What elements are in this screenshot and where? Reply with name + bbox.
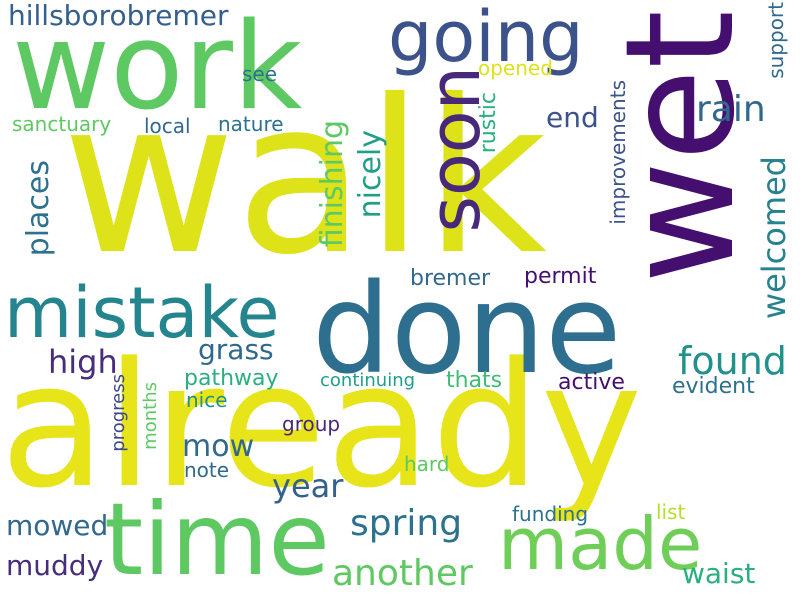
word-rustic: rustic bbox=[476, 92, 501, 154]
word-continuing: continuing bbox=[320, 370, 416, 391]
word-group: group bbox=[282, 412, 341, 436]
word-opened: opened bbox=[478, 56, 553, 80]
word-active: active bbox=[558, 370, 625, 395]
word-improvements: improvements bbox=[606, 80, 630, 225]
word-nice: nice bbox=[186, 388, 228, 412]
word-hillsborobremer: hillsborobremer bbox=[8, 0, 229, 32]
word-made: made bbox=[498, 502, 703, 586]
word-funding: funding bbox=[512, 502, 589, 526]
word-waist: waist bbox=[682, 557, 756, 590]
word-rain: rain bbox=[696, 89, 766, 130]
word-months: months bbox=[140, 382, 161, 450]
word-another: another bbox=[332, 553, 473, 594]
word-spring: spring bbox=[350, 503, 463, 544]
word-bremer: bremer bbox=[410, 266, 491, 291]
word-finishing: finishing bbox=[315, 120, 350, 248]
word-nicely: nicely bbox=[353, 130, 388, 219]
word-walk: walk bbox=[62, 54, 547, 301]
word-local: local bbox=[144, 114, 191, 138]
word-end: end bbox=[546, 101, 599, 134]
word-evident: evident bbox=[672, 374, 755, 399]
word-places: places bbox=[21, 160, 56, 257]
word-year: year bbox=[272, 467, 344, 505]
word-permit: permit bbox=[524, 264, 597, 289]
word-hard: hard bbox=[404, 452, 450, 476]
word-progress: progress bbox=[108, 374, 129, 452]
word-support: support bbox=[764, 2, 788, 79]
word-high: high bbox=[48, 343, 118, 381]
word-mowed: mowed bbox=[6, 509, 109, 542]
word-note: note bbox=[184, 458, 230, 482]
word-mistake: mistake bbox=[4, 272, 280, 354]
word-thats: thats bbox=[446, 368, 503, 393]
word-sanctuary: sanctuary bbox=[12, 112, 112, 136]
word-already: already bbox=[0, 325, 643, 526]
word-mow: mow bbox=[182, 429, 255, 464]
word-time: time bbox=[104, 481, 330, 598]
word-found: found bbox=[678, 339, 787, 383]
word-pathway: pathway bbox=[184, 366, 279, 391]
word-nature: nature bbox=[218, 112, 284, 136]
word-going: going bbox=[388, 0, 584, 78]
word-done: done bbox=[312, 258, 622, 402]
word-grass: grass bbox=[198, 333, 274, 366]
word-see: see bbox=[242, 62, 278, 86]
word-welcomed: welcomed bbox=[755, 156, 793, 320]
word-work: work bbox=[12, 0, 303, 137]
word-list: list bbox=[656, 500, 686, 524]
word-muddy: muddy bbox=[6, 549, 104, 582]
